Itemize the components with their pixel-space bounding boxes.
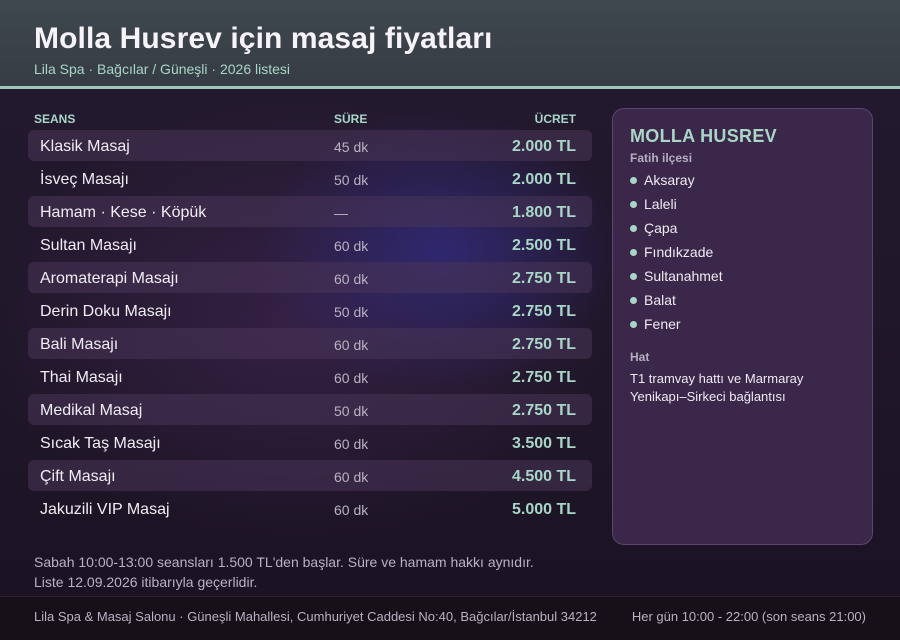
footer-address: Lila Spa & Masaj Salonu · Güneşli Mahall… <box>34 609 597 624</box>
location-panel: MOLLA HUSREV Fatih ilçesi Aksaray Laleli… <box>612 108 873 545</box>
page-title: Molla Husrev için masaj fiyatları <box>34 22 493 55</box>
row-service-name: Medikal Masaj <box>40 402 143 419</box>
transit-label: Hat <box>630 350 650 364</box>
table-row: Hamam · Kese · Köpük — 1.800 TL <box>28 196 592 227</box>
row-price: 2.000 TL <box>511 171 576 188</box>
row-duration: 60 dk <box>334 337 369 353</box>
district-item: Aksaray <box>630 170 723 194</box>
bullet-dot-icon <box>630 201 637 208</box>
row-price: 3.500 TL <box>511 435 576 452</box>
row-price: 2.750 TL <box>511 336 576 353</box>
row-service-name: Bali Masajı <box>40 336 119 353</box>
location-title: MOLLA HUSREV <box>630 126 777 146</box>
district-list: Aksaray Laleli Çapa Fındıkzade Sultanahm… <box>630 170 723 338</box>
row-duration: 60 dk <box>334 271 369 287</box>
table-row: Aromaterapi Masajı 60 dk 2.750 TL <box>28 262 592 293</box>
row-price: 2.750 TL <box>511 402 576 419</box>
row-duration: 60 dk <box>334 469 369 485</box>
table-row: Derin Doku Masajı 50 dk 2.750 TL <box>28 295 592 326</box>
district-label: Balat <box>644 292 676 308</box>
row-service-name: Thai Masajı <box>40 369 123 386</box>
table-row: Klasik Masaj 45 dk 2.000 TL <box>28 130 592 161</box>
table-row: Çift Masajı 60 dk 4.500 TL <box>28 460 592 491</box>
bullet-dot-icon <box>630 273 637 280</box>
column-header-ucret: ÜCRET <box>534 112 576 126</box>
row-service-name: Sıcak Taş Masajı <box>40 435 161 452</box>
row-duration: 60 dk <box>334 502 369 518</box>
column-header-seans: SEANS <box>34 112 76 126</box>
table-row: Jakuzili VIP Masaj 60 dk 5.000 TL <box>28 493 592 524</box>
district-item: Fener <box>630 314 723 338</box>
district-item: Sultanahmet <box>630 266 723 290</box>
table-header: SEANS SÜRE ÜCRET <box>28 108 592 130</box>
row-service-name: Jakuzili VIP Masaj <box>40 501 170 518</box>
page-subtitle: Lila Spa · Bağcılar / Güneşli · 2026 lis… <box>34 61 291 77</box>
transit-text: T1 tramvay hattı ve Marmaray Yenikapı–Si… <box>630 371 804 404</box>
district-label: Çapa <box>644 220 678 236</box>
district-label: Sultanahmet <box>644 268 723 284</box>
note-line-morning: Sabah 10:00-13:00 seansları 1.500 TL'den… <box>34 554 534 570</box>
pricing-note: Sabah 10:00-13:00 seansları 1.500 TL'den… <box>34 552 594 592</box>
row-service-name: Hamam · Kese · Köpük <box>40 204 207 221</box>
row-price: 4.500 TL <box>511 468 576 485</box>
row-service-name: Sultan Masajı <box>40 237 137 254</box>
row-duration: — <box>334 205 348 221</box>
bullet-dot-icon <box>630 249 637 256</box>
bullet-dot-icon <box>630 297 637 304</box>
page-footer: Lila Spa & Masaj Salonu · Güneşli Mahall… <box>0 596 900 640</box>
table-row: Sıcak Taş Masajı 60 dk 3.500 TL <box>28 427 592 458</box>
row-duration: 45 dk <box>334 139 369 155</box>
table-row: Medikal Masaj 50 dk 2.750 TL <box>28 394 592 425</box>
district-label: Aksaray <box>644 172 695 188</box>
row-duration: 50 dk <box>334 403 369 419</box>
district-item: Laleli <box>630 194 723 218</box>
district-label: Fındıkzade <box>644 244 714 260</box>
row-price: 1.800 TL <box>511 204 576 221</box>
column-header-sure: SÜRE <box>334 112 368 126</box>
table-row: Bali Masajı 60 dk 2.750 TL <box>28 328 592 359</box>
note-line-validity: Liste 12.09.2026 itibarıyla geçerlidir. <box>34 574 258 590</box>
district-item: Fındıkzade <box>630 242 723 266</box>
district-label: Fener <box>644 316 681 332</box>
row-duration: 60 dk <box>334 238 369 254</box>
row-service-name: Çift Masajı <box>40 468 116 485</box>
row-duration: 60 dk <box>334 370 369 386</box>
row-price: 2.750 TL <box>511 369 576 386</box>
price-table: SEANS SÜRE ÜCRET Klasik Masaj 45 dk 2.00… <box>28 108 592 526</box>
row-duration: 60 dk <box>334 436 369 452</box>
row-service-name: Derin Doku Masajı <box>40 303 172 320</box>
footer-hours: Her gün 10:00 - 22:00 (son seans 21:00) <box>631 609 866 624</box>
bullet-dot-icon <box>630 321 637 328</box>
row-price: 2.750 TL <box>511 270 576 287</box>
row-service-name: Aromaterapi Masajı <box>40 270 179 287</box>
row-service-name: Klasik Masaj <box>40 138 130 155</box>
row-price: 2.500 TL <box>511 237 576 254</box>
row-duration: 50 dk <box>334 172 369 188</box>
row-duration: 50 dk <box>334 304 369 320</box>
page-header: Molla Husrev için masaj fiyatları Lila S… <box>0 0 900 89</box>
district-item: Balat <box>630 290 723 314</box>
district-label: Laleli <box>644 196 677 212</box>
table-row: İsveç Masajı 50 dk 2.000 TL <box>28 163 592 194</box>
table-row: Thai Masajı 60 dk 2.750 TL <box>28 361 592 392</box>
row-price: 2.750 TL <box>511 303 576 320</box>
row-price: 5.000 TL <box>511 501 576 518</box>
bullet-dot-icon <box>630 177 637 184</box>
row-service-name: İsveç Masajı <box>40 171 129 188</box>
row-price: 2.000 TL <box>511 138 576 155</box>
location-subtitle: Fatih ilçesi <box>630 151 693 165</box>
district-item: Çapa <box>630 218 723 242</box>
bullet-dot-icon <box>630 225 637 232</box>
table-row: Sultan Masajı 60 dk 2.500 TL <box>28 229 592 260</box>
